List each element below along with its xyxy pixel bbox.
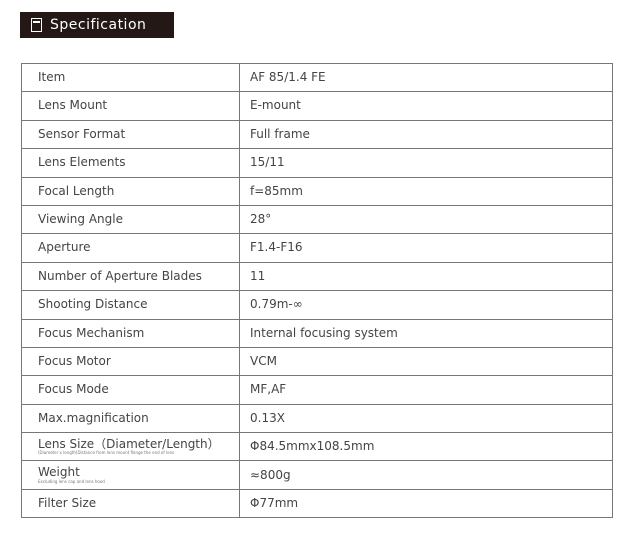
table-row: Lens Mount E-mount xyxy=(21,91,613,121)
table-row: Lens Size（Diameter/Length） (Diameter x le… xyxy=(21,432,613,462)
spec-table: Item AF 85/1.4 FE Lens Mount E-mount Sensor … xyxy=(21,62,613,519)
table-row: Aperture F1.4-F16 xyxy=(21,233,613,263)
table-row: Weight Excluding lens cap and lens hood ≈8… xyxy=(21,460,613,490)
spec-label: Lens Elements xyxy=(21,148,240,178)
spec-value: MF,AF xyxy=(239,375,613,405)
label-text: Sensor Format xyxy=(38,126,126,141)
table-row: Number of Aperture Blades 11 xyxy=(21,261,613,292)
table-row: Shooting Distance 0.79m-∞ xyxy=(21,290,613,320)
spec-label: Aperture xyxy=(21,233,240,263)
spec-value: VCM xyxy=(239,346,613,377)
label-text: Weight xyxy=(38,465,80,480)
table-row: Lens Elements 15/11 xyxy=(21,148,613,178)
spec-value: 28° xyxy=(239,204,613,235)
spec-value: E-mount xyxy=(239,91,613,121)
section-title: Specification xyxy=(50,17,147,33)
spec-label: Item xyxy=(21,62,240,93)
spec-value: ≈800g xyxy=(239,460,613,490)
spec-value: Full frame xyxy=(239,119,613,150)
table-row: Viewing Angle 28° xyxy=(21,204,613,235)
spec-value: Φ84.5mmx108.5mm xyxy=(239,432,613,462)
spec-value: Φ77mm xyxy=(239,488,613,519)
table-row: Item AF 85/1.4 FE xyxy=(21,62,613,93)
spec-label: Weight Excluding lens cap and lens hood xyxy=(21,460,240,490)
spec-value: AF 85/1.4 FE xyxy=(239,62,613,93)
label-text: Focus Motor xyxy=(38,354,111,368)
table-row: Focus Mode MF,AF xyxy=(21,375,613,405)
label-text: Lens Mount xyxy=(38,98,108,113)
label-text: Shooting Distance xyxy=(38,297,148,312)
spec-label: Max.magnification xyxy=(21,403,240,434)
section-header: Specification xyxy=(20,12,174,38)
table-row: Filter Size Φ77mm xyxy=(21,488,613,519)
label-note: (Diameter x length)Distance from lens mo… xyxy=(38,450,175,456)
label-text: Item xyxy=(38,70,66,85)
spec-label: Sensor Format xyxy=(21,119,240,150)
label-text: Viewing Angle xyxy=(38,212,123,227)
spec-label: Number of Aperture Blades xyxy=(21,261,240,292)
spec-value: Internal focusing system xyxy=(239,318,613,348)
spec-value: 0.79m-∞ xyxy=(239,290,613,320)
document-icon xyxy=(31,18,42,32)
spec-value: F1.4-F16 xyxy=(239,233,613,263)
spec-value: f=85mm xyxy=(239,176,613,206)
label-text: Aperture xyxy=(38,240,91,255)
label-text: Focus Mechanism xyxy=(38,325,145,340)
label-text: Focus Mode xyxy=(38,382,109,397)
spec-value: 11 xyxy=(239,261,613,292)
spec-label: Focus Mode xyxy=(21,375,240,405)
label-text: Lens Elements xyxy=(38,155,126,170)
spec-value: 0.13X xyxy=(239,403,613,434)
label-text: Focal Length xyxy=(38,183,115,198)
table-row: Max.magnification 0.13X xyxy=(21,403,613,434)
spec-label: Lens Size（Diameter/Length） (Diameter x le… xyxy=(21,432,240,462)
table-row: Focus Mechanism Internal focusing system xyxy=(21,318,613,348)
spec-label: Filter Size xyxy=(21,488,240,519)
spec-label: Focus Motor xyxy=(21,346,240,377)
label-text: Max.magnification xyxy=(38,410,149,425)
spec-value: 15/11 xyxy=(239,148,613,178)
spec-label: Viewing Angle xyxy=(21,204,240,235)
spec-label: Lens Mount xyxy=(21,91,240,121)
label-text: Number of Aperture Blades xyxy=(38,268,202,283)
spec-label: Focus Mechanism xyxy=(21,318,240,348)
label-text: Filter Size xyxy=(38,495,97,510)
label-text: Lens Size（Diameter/Length） xyxy=(38,436,220,451)
table-row: Focal Length f=85mm xyxy=(21,176,613,206)
spec-label: Shooting Distance xyxy=(21,290,240,320)
label-note: Excluding lens cap and lens hood xyxy=(38,478,105,484)
table-row: Sensor Format Full frame xyxy=(21,119,613,150)
spec-label: Focal Length xyxy=(21,176,240,206)
table-row: Focus Motor VCM xyxy=(21,346,613,377)
